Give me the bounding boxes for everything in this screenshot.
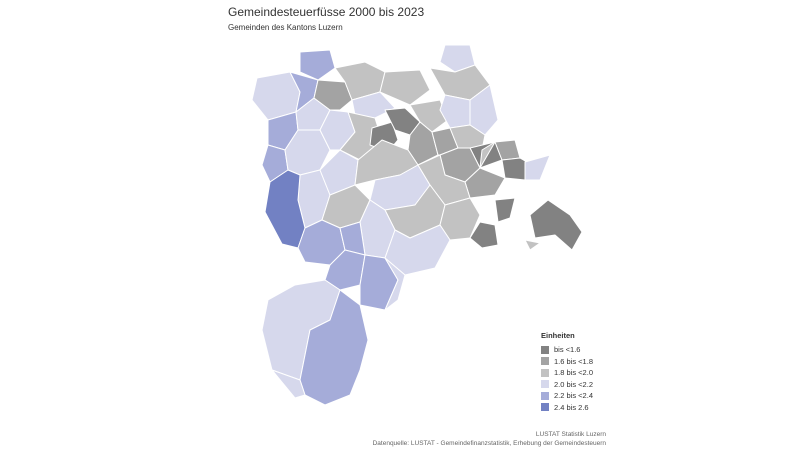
source-note: LUSTAT Statistik Luzern Datenquelle: LUS… (373, 431, 606, 448)
legend-label: 2.4 bis 2.6 (554, 402, 589, 412)
legend-item: bis <1.6 (541, 344, 593, 356)
legend-swatch (541, 345, 549, 354)
source-line-1: LUSTAT Statistik Luzern (535, 431, 606, 438)
legend-label: 2.0 bis <2.2 (554, 379, 593, 389)
legend-item: 2.2 bis <2.4 (541, 390, 593, 402)
region (479, 141, 496, 169)
legend-item: 1.6 bis <1.8 (541, 356, 593, 368)
region (299, 49, 336, 81)
region (524, 154, 551, 181)
region (351, 91, 396, 119)
legend-item: 2.0 bis <2.2 (541, 379, 593, 391)
region (529, 199, 583, 251)
region (524, 239, 541, 251)
region (464, 167, 506, 199)
legend-swatch (541, 380, 549, 389)
region (264, 169, 306, 249)
legend-swatch (541, 368, 549, 377)
source-line-2: Datenquelle: LUSTAT - Gemeindefinanzstat… (372, 439, 606, 447)
legend-swatch (541, 391, 549, 400)
region (409, 99, 449, 133)
legend-label: bis <1.6 (554, 345, 581, 355)
region (469, 221, 499, 249)
legend-item: 2.4 bis 2.6 (541, 402, 593, 414)
legend: Einheiten bis <1.6 1.6 bis <1.8 1.8 bis <2… (541, 331, 593, 413)
map-title: Gemeindesteuerfüsse 2000 bis 2023 (228, 5, 425, 19)
region (494, 197, 516, 223)
legend-label: 1.8 bis <2.0 (554, 368, 593, 378)
region (379, 69, 431, 106)
region (384, 257, 406, 311)
legend-swatch (541, 357, 549, 366)
legend-title: Einheiten (541, 331, 575, 340)
legend-swatch (541, 403, 549, 412)
map-subtitle: Gemeinden des Kantons Luzern (228, 23, 343, 32)
legend-label: 2.2 bis <2.4 (554, 391, 593, 401)
region (271, 369, 306, 399)
legend-label: 1.6 bis <1.8 (554, 356, 593, 366)
legend-item: 1.8 bis <2.0 (541, 367, 593, 379)
region (449, 124, 486, 151)
